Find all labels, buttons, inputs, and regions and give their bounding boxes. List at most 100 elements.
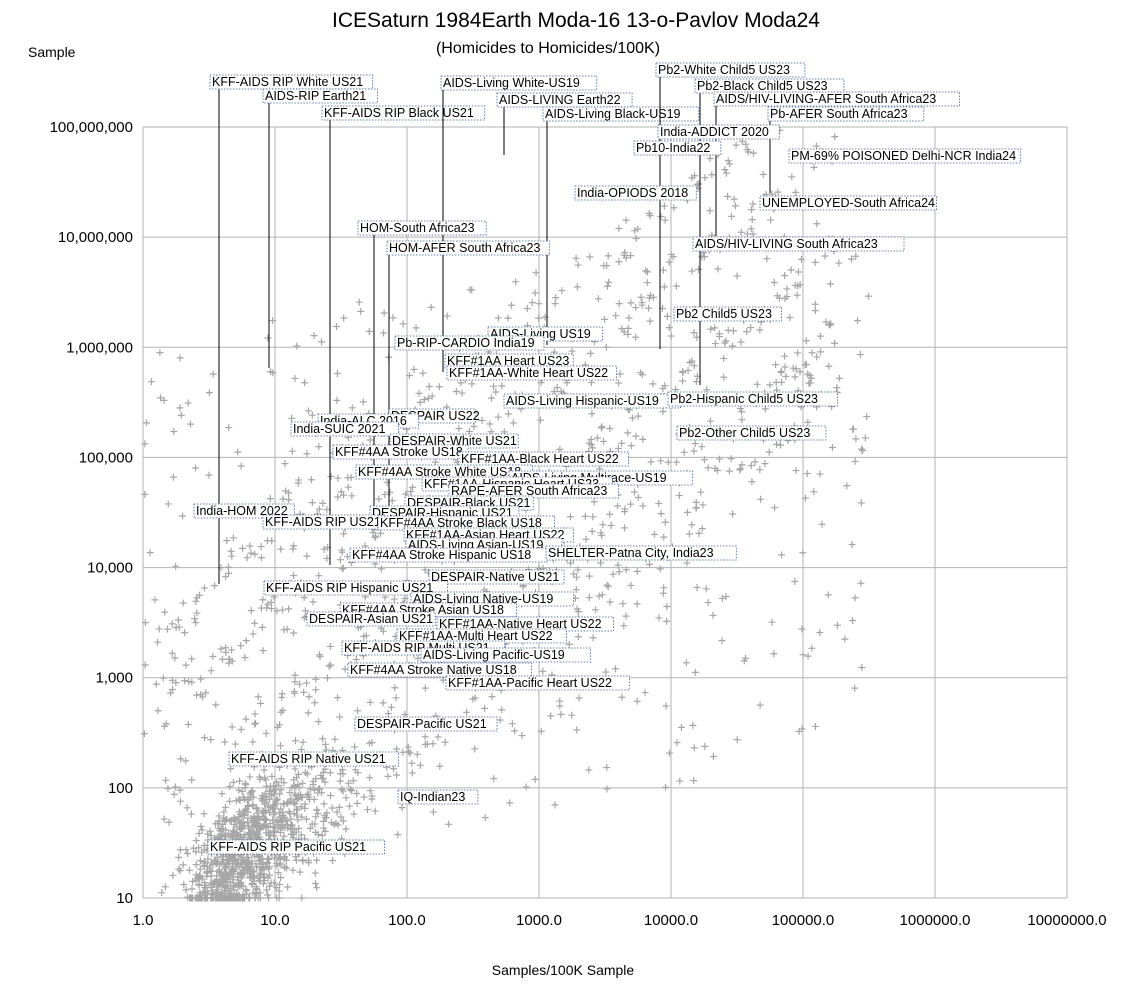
data-point [260,766,268,774]
data-point [249,738,257,746]
data-point [259,880,267,888]
data-point [627,252,635,260]
data-point [351,766,359,774]
data-point [688,521,696,529]
data-point [292,828,300,836]
annotation-label: PM-69% POISONED Delhi-NCR India24 [791,149,1016,163]
annotation-label: KFF#1AA-White Heart US22 [449,366,608,380]
data-point [601,315,609,323]
annotation-box [574,185,697,201]
data-point [622,612,630,620]
data-point [205,471,213,479]
data-point [618,439,626,447]
data-point [257,554,265,562]
data-point [252,890,260,898]
data-point [381,490,389,498]
annotation-label: KFF#4AA Stroke US18 [335,445,463,459]
data-point [366,787,374,795]
data-point [266,882,274,890]
data-point [353,790,361,798]
data-point [552,294,560,302]
data-point [180,880,188,888]
data-point [262,604,270,612]
data-point [242,886,250,894]
data-point [352,656,360,664]
data-point [265,831,273,839]
data-point [311,869,319,877]
data-point [721,166,729,174]
data-point [627,442,635,450]
data-point [531,289,539,297]
data-point [147,378,155,386]
data-point [160,396,168,404]
data-point [688,357,696,365]
data-point [301,379,309,387]
annotation-label: KFF#1AA-Multi Heart US22 [399,629,553,643]
data-point [675,492,683,500]
annotation-label: DESPAIR-Pacific US21 [357,717,487,731]
data-point [277,545,285,553]
data-point [603,282,611,290]
data-point [353,799,361,807]
data-point [722,593,730,601]
data-point [171,783,179,791]
data-point [222,573,230,581]
data-point [197,675,205,683]
data-point [156,349,164,357]
data-point [238,787,246,795]
data-point [733,736,741,744]
annotation-label: KFF-AIDS RIP Black US21 [324,106,474,120]
data-point [313,806,321,814]
data-point [334,694,342,702]
data-point [258,623,266,631]
data-point [481,814,489,822]
annotation-label: AIDS-Living Pacific-US19 [423,648,565,662]
data-point [275,894,283,902]
data-point [738,408,746,416]
data-point [470,423,478,431]
data-point [749,230,757,238]
y-axis-title: Sample [28,44,76,60]
data-point [345,779,353,787]
data-point [701,742,709,750]
data-point [227,765,235,773]
data-point [550,388,558,396]
data-point [257,543,265,551]
data-point [209,370,217,378]
data-point [304,856,312,864]
annotation-label: UNEMPLOYED-South Africa24 [762,196,935,210]
annotation-label: AIDS-Living White-US19 [443,76,580,90]
data-point [551,801,559,809]
data-point [799,549,807,557]
data-point [818,520,826,528]
data-point [225,424,233,432]
data-point [296,868,304,876]
data-point [162,776,170,784]
data-point [709,752,717,760]
data-point [245,894,253,902]
data-point [300,593,308,601]
data-point [279,495,287,503]
data-point [802,337,810,345]
data-point [602,343,610,351]
data-point [196,857,204,865]
data-point [748,478,756,486]
data-point [251,719,259,727]
data-point [299,738,307,746]
data-point [243,887,251,895]
data-point [323,506,331,514]
data-point [404,743,412,751]
data-point [182,661,190,669]
data-point [224,563,232,571]
data-point [740,657,748,665]
data-point [406,749,414,757]
data-point [637,293,645,301]
annotation-label: HOM-AFER South Africa23 [389,241,540,255]
data-point [291,374,299,382]
data-point [170,428,178,436]
annotation-label: India-ADDICT 2020 [660,125,769,139]
data-point [849,617,857,625]
data-point [603,581,611,589]
data-point [849,425,857,433]
annotation-box [290,421,399,437]
